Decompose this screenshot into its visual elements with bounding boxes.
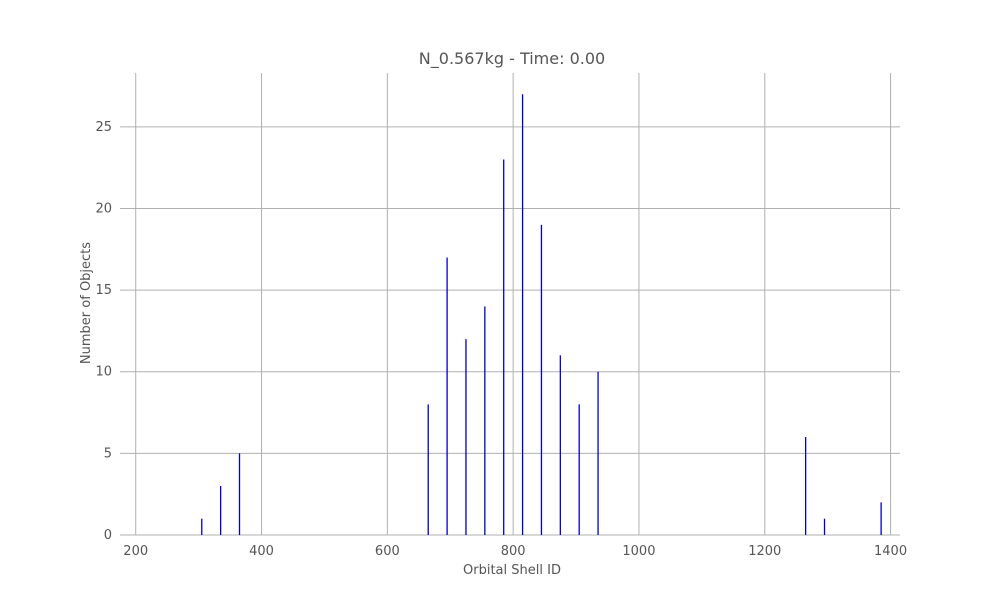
x-tick-label: 1000 [622, 544, 655, 559]
x-tick-label: 800 [501, 544, 526, 559]
x-tick-label: 600 [375, 544, 400, 559]
x-axis-label: Orbital Shell ID [463, 563, 561, 578]
tick-label-layer: 200 400 600 800 1000 1200 1400 0 5 10 15 20 25 [95, 120, 907, 559]
x-tick-label: 1400 [874, 544, 907, 559]
bar-layer [201, 94, 882, 535]
y-tick-label: 25 [95, 120, 112, 135]
y-axis-label: Number of Objects [79, 242, 94, 364]
x-tick-label: 1200 [748, 544, 781, 559]
x-tick-label: 400 [249, 544, 274, 559]
y-tick-label: 0 [104, 528, 112, 543]
chart-title: N_0.567kg - Time: 0.00 [419, 49, 605, 69]
y-tick-label: 15 [95, 283, 112, 298]
y-tick-label: 20 [95, 201, 112, 216]
y-tick-label: 5 [104, 446, 112, 461]
grid-layer [120, 73, 900, 536]
x-tick-label: 200 [123, 544, 148, 559]
y-tick-label: 10 [95, 365, 112, 380]
